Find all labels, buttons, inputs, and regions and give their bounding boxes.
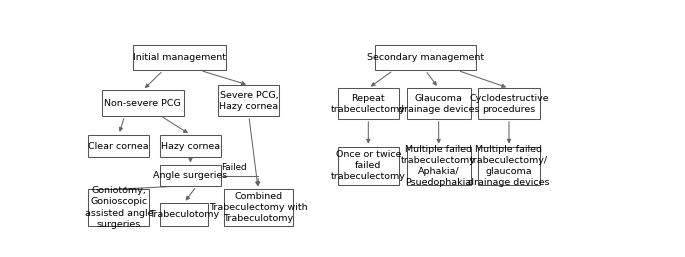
Text: Failed: Failed xyxy=(221,163,247,172)
Text: Glaucoma
drainage devices: Glaucoma drainage devices xyxy=(398,94,479,114)
Text: Trabeculotomy: Trabeculotomy xyxy=(149,210,219,219)
Text: Severe PCG,
Hazy cornea: Severe PCG, Hazy cornea xyxy=(219,90,278,111)
Text: Non-severe PCG: Non-severe PCG xyxy=(104,99,181,108)
Text: Goniotomy,
Gonioscopic
assisted angle
surgeries: Goniotomy, Gonioscopic assisted angle su… xyxy=(84,186,153,229)
Text: Angle surgeries: Angle surgeries xyxy=(153,171,227,180)
FancyBboxPatch shape xyxy=(160,166,221,186)
FancyBboxPatch shape xyxy=(160,135,221,158)
FancyBboxPatch shape xyxy=(219,85,279,116)
FancyBboxPatch shape xyxy=(407,88,471,119)
FancyBboxPatch shape xyxy=(478,146,540,185)
Text: Initial management: Initial management xyxy=(134,53,226,62)
FancyBboxPatch shape xyxy=(338,146,399,185)
Text: Clear cornea: Clear cornea xyxy=(88,142,149,151)
Text: Secondary management: Secondary management xyxy=(367,53,484,62)
FancyBboxPatch shape xyxy=(88,189,149,226)
Text: Combined
Trabeculectomy with
Trabeculotomy: Combined Trabeculectomy with Trabeculoto… xyxy=(209,192,308,223)
FancyBboxPatch shape xyxy=(407,146,471,185)
FancyBboxPatch shape xyxy=(101,90,184,116)
FancyBboxPatch shape xyxy=(134,45,226,70)
Text: Cyclodestructive
procedures: Cyclodestructive procedures xyxy=(469,94,549,114)
Text: Hazy cornea: Hazy cornea xyxy=(161,142,220,151)
Text: Multiple failed
trabeculectomy
Aphakia/
Psuedophakia: Multiple failed trabeculectomy Aphakia/ … xyxy=(401,145,476,187)
FancyBboxPatch shape xyxy=(223,189,292,226)
Text: Once or twice
failed
trabeculectomy: Once or twice failed trabeculectomy xyxy=(331,150,406,181)
FancyBboxPatch shape xyxy=(88,135,149,158)
FancyBboxPatch shape xyxy=(338,88,399,119)
Text: Multiple failed
trabeculectomy/
glaucoma
drainage devices: Multiple failed trabeculectomy/ glaucoma… xyxy=(469,145,550,187)
FancyBboxPatch shape xyxy=(375,45,476,70)
Text: Repeat
trabeculectomy: Repeat trabeculectomy xyxy=(331,94,406,114)
FancyBboxPatch shape xyxy=(160,203,208,226)
FancyBboxPatch shape xyxy=(478,88,540,119)
